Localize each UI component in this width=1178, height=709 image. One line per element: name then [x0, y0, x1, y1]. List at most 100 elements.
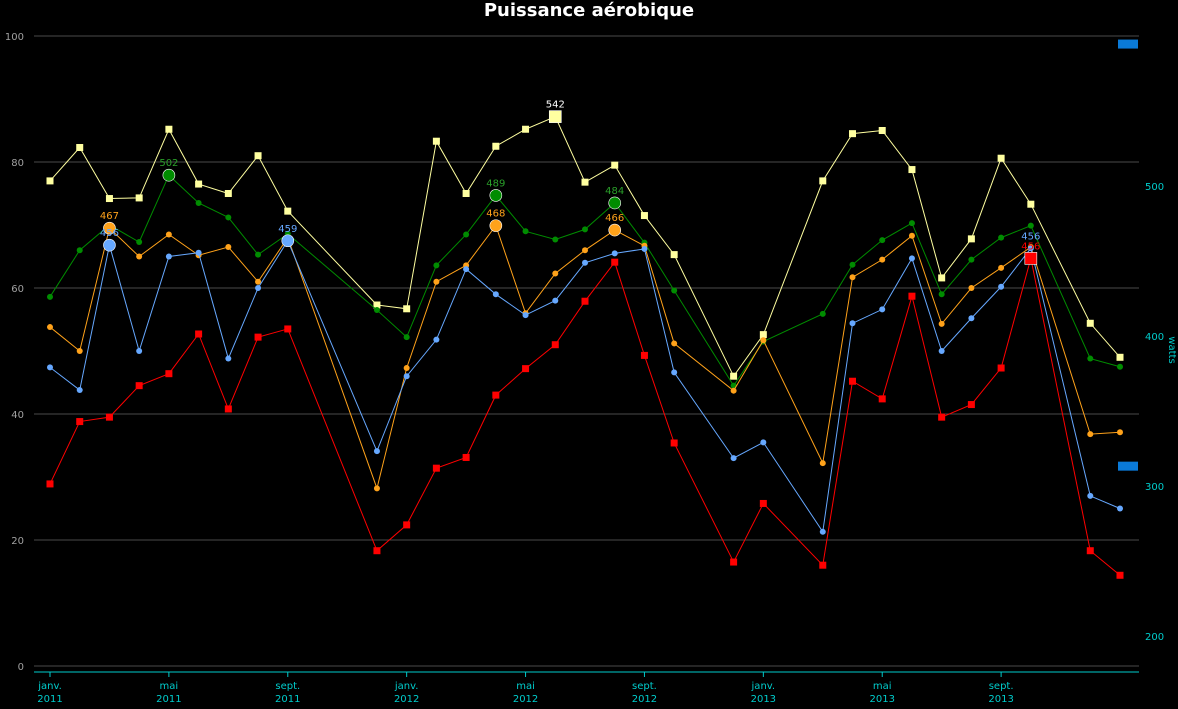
- data-label: 484: [605, 186, 624, 197]
- data-point: [1117, 429, 1123, 436]
- data-point: [938, 291, 945, 298]
- data-point: [47, 324, 53, 331]
- data-point: [76, 348, 83, 354]
- data-point: [195, 249, 202, 256]
- data-point: [195, 180, 203, 188]
- data-point: [879, 237, 886, 244]
- data-label: 489: [486, 178, 505, 189]
- highlight-point: [103, 221, 116, 235]
- data-point: [1027, 200, 1035, 208]
- data-point: [195, 330, 203, 338]
- data-point: [432, 464, 440, 472]
- data-point: [522, 365, 530, 373]
- series-line: [49, 174, 1121, 387]
- highlight-point: [608, 196, 622, 210]
- data-point: [908, 255, 915, 262]
- data-point: [670, 439, 678, 447]
- data-point: [403, 365, 410, 372]
- data-point: [849, 130, 856, 138]
- data-point: [730, 387, 737, 394]
- data-point: [671, 287, 678, 294]
- data-point: [225, 355, 232, 362]
- right-axis-marker: [1118, 461, 1138, 471]
- data-point: [968, 256, 975, 263]
- y-right-tick-label: 300: [1145, 482, 1164, 493]
- data-point: [1087, 355, 1094, 362]
- data-point: [1027, 245, 1034, 252]
- data-point: [819, 177, 827, 185]
- data-point: [432, 137, 440, 145]
- data-point: [552, 270, 559, 277]
- data-point: [76, 247, 83, 254]
- data-point: [760, 439, 767, 446]
- data-point: [224, 190, 232, 197]
- x-tick-label: mai: [873, 681, 892, 692]
- data-point: [759, 499, 767, 507]
- data-point: [730, 455, 737, 462]
- y-left-tick-label: 20: [11, 536, 24, 547]
- data-point: [255, 251, 262, 258]
- data-point: [998, 283, 1005, 290]
- data-point: [76, 144, 84, 152]
- data-point: [135, 382, 143, 390]
- x-tick-label: janv.: [394, 681, 419, 692]
- data-point: [671, 369, 678, 376]
- data-point: [849, 377, 856, 385]
- x-tick-label-year: 2012: [632, 694, 657, 705]
- data-point: [46, 177, 54, 185]
- data-label: 467: [100, 211, 119, 222]
- data-point: [760, 337, 767, 344]
- data-point: [47, 293, 53, 300]
- data-point: [492, 291, 499, 298]
- x-tick-label: janv.: [37, 681, 62, 692]
- data-point: [105, 195, 113, 203]
- y-left-tick-label: 0: [18, 662, 24, 673]
- highlight-point: [162, 168, 176, 182]
- data-point: [849, 274, 856, 281]
- data-point: [136, 253, 143, 260]
- series-line: [49, 115, 1121, 378]
- data-label: 459: [278, 224, 297, 235]
- data-point: [938, 413, 946, 421]
- data-point: [165, 253, 172, 260]
- data-point: [373, 485, 380, 492]
- data-point: [463, 266, 470, 273]
- data-point: [1087, 431, 1094, 438]
- data-point: [819, 561, 827, 569]
- data-point: [551, 341, 559, 349]
- data-label: 542: [546, 100, 565, 111]
- data-point: [76, 387, 83, 394]
- data-point: [373, 307, 380, 314]
- data-point: [878, 127, 886, 134]
- data-point: [373, 448, 380, 455]
- data-point: [1117, 505, 1123, 512]
- data-point: [997, 154, 1005, 162]
- data-point: [968, 315, 975, 322]
- highlight-point: [103, 238, 116, 252]
- x-tick-label-year: 2011: [275, 694, 300, 705]
- data-point: [225, 214, 232, 221]
- series-line: [49, 258, 1121, 576]
- y-left-tick-label: 80: [11, 158, 24, 169]
- highlight-point: [1024, 252, 1038, 265]
- data-label: 456: [1021, 241, 1040, 252]
- data-point: [1117, 363, 1123, 370]
- data-point: [1116, 571, 1124, 579]
- data-point: [1116, 353, 1124, 361]
- data-point: [998, 264, 1005, 271]
- series-line: [49, 224, 1121, 491]
- data-point: [1086, 547, 1094, 555]
- data-point: [224, 405, 232, 413]
- data-point: [611, 258, 619, 266]
- data-point: [611, 250, 618, 257]
- data-point: [552, 297, 559, 304]
- highlight-point: [281, 234, 295, 248]
- x-tick-label-year: 2011: [37, 694, 62, 705]
- data-point: [967, 235, 975, 243]
- data-point: [730, 382, 737, 389]
- data-point: [492, 391, 500, 399]
- highlight-point: [489, 219, 503, 232]
- x-tick-label-year: 2013: [751, 694, 776, 705]
